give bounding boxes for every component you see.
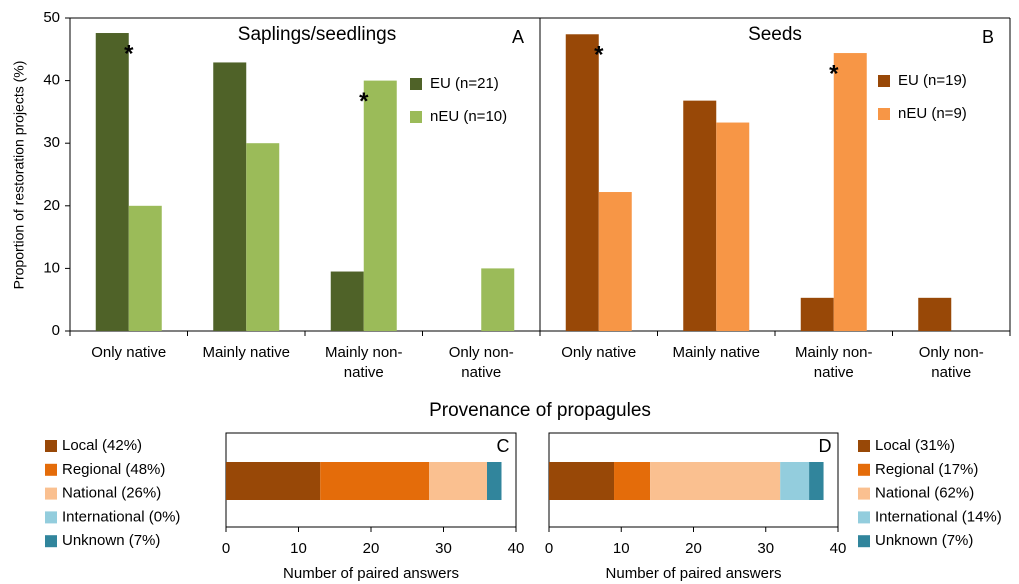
legend-label: Unknown (7%) [875,532,973,549]
x-tick-label: Mainly non-native [794,344,873,381]
annotation: * [829,60,839,87]
bar-segment [320,462,429,500]
bar [363,80,397,331]
panel-label: C [497,436,510,456]
legend-swatch [858,511,870,524]
y-axis-label: Proportion of restoration projects (%) [11,61,27,290]
legend-swatch [878,75,890,87]
bar-segment [429,462,487,500]
bar [683,100,717,331]
x-tick-label: 20 [685,540,702,557]
legend-swatch [45,463,57,476]
bar [128,205,162,331]
panel-label: D [819,436,832,456]
bar-segment [226,462,321,500]
bar [481,268,515,331]
x-tick-label: 40 [830,540,847,557]
legend-label: National (26%) [62,485,161,502]
y-tick-label: 0 [52,322,60,339]
bar [800,297,834,331]
x-tick-label: Only native [561,344,637,361]
legend-swatch [410,111,422,123]
y-tick-label: 20 [43,197,60,214]
bar-segment [614,462,651,500]
bar [918,297,952,331]
legend-label: National (62%) [875,485,974,502]
legend-label: International (14%) [875,508,1002,525]
bar-segment [780,462,810,500]
legend-label: EU (n=21) [430,75,499,92]
bar [565,34,599,331]
bar [213,62,247,332]
x-tick-label: 0 [545,540,553,557]
legend-swatch [45,535,57,548]
legend-label: nEU (n=10) [430,108,507,125]
bar [598,192,632,331]
legend-swatch [878,108,890,120]
legend-label: Regional (17%) [875,461,978,478]
legend-swatch [45,440,57,452]
legend-label: EU (n=19) [898,72,967,89]
x-tick-label: Mainly native [672,344,761,361]
y-tick-label: 10 [43,259,60,276]
x-tick-label: Only non-native [448,344,514,381]
x-axis-label: Number of paired answers [283,565,459,582]
legend-swatch [858,535,870,548]
bar [716,122,750,332]
annotation: * [359,88,369,115]
x-tick-label: 30 [435,540,452,557]
legend-swatch [858,440,870,452]
x-tick-label: Only non-native [918,344,984,381]
bar-segment [549,462,615,500]
x-tick-label: Only native [91,344,167,361]
bar [330,271,364,331]
legend-swatch [858,487,870,500]
annotation: * [124,40,134,67]
legend-label: Local (31%) [875,437,955,454]
bar-segment [809,462,824,500]
panel-label: A [512,27,524,47]
panel-title: Seeds [748,24,802,45]
panel-title: Saplings/seedlings [238,24,396,45]
x-tick-label: 40 [508,540,525,557]
bar [246,143,280,331]
heading: Provenance of propagules [429,400,651,421]
legend-label: International (0%) [62,508,180,525]
legend-swatch [45,487,57,500]
x-tick-label: 10 [290,540,307,557]
x-axis-label: Number of paired answers [606,565,782,582]
bar [95,33,129,332]
legend-swatch [45,511,57,524]
bar-segment [650,462,781,500]
x-tick-label: 20 [363,540,380,557]
legend-label: Regional (48%) [62,461,165,478]
x-tick-label: 10 [613,540,630,557]
y-tick-label: 30 [43,134,60,151]
y-tick-label: 40 [43,72,60,89]
legend-label: Unknown (7%) [62,532,160,549]
legend-swatch [410,78,422,90]
x-tick-label: 30 [757,540,774,557]
x-tick-label: Mainly non-native [324,344,403,381]
bar [833,53,867,331]
legend-label: nEU (n=9) [898,105,967,122]
y-tick-label: 50 [43,9,60,26]
legend-label: Local (42%) [62,437,142,454]
bar-segment [487,462,502,500]
x-tick-label: Mainly native [202,344,291,361]
legend-swatch [858,463,870,476]
x-tick-label: 0 [222,540,230,557]
annotation: * [594,42,604,69]
panel-label: B [982,27,994,47]
